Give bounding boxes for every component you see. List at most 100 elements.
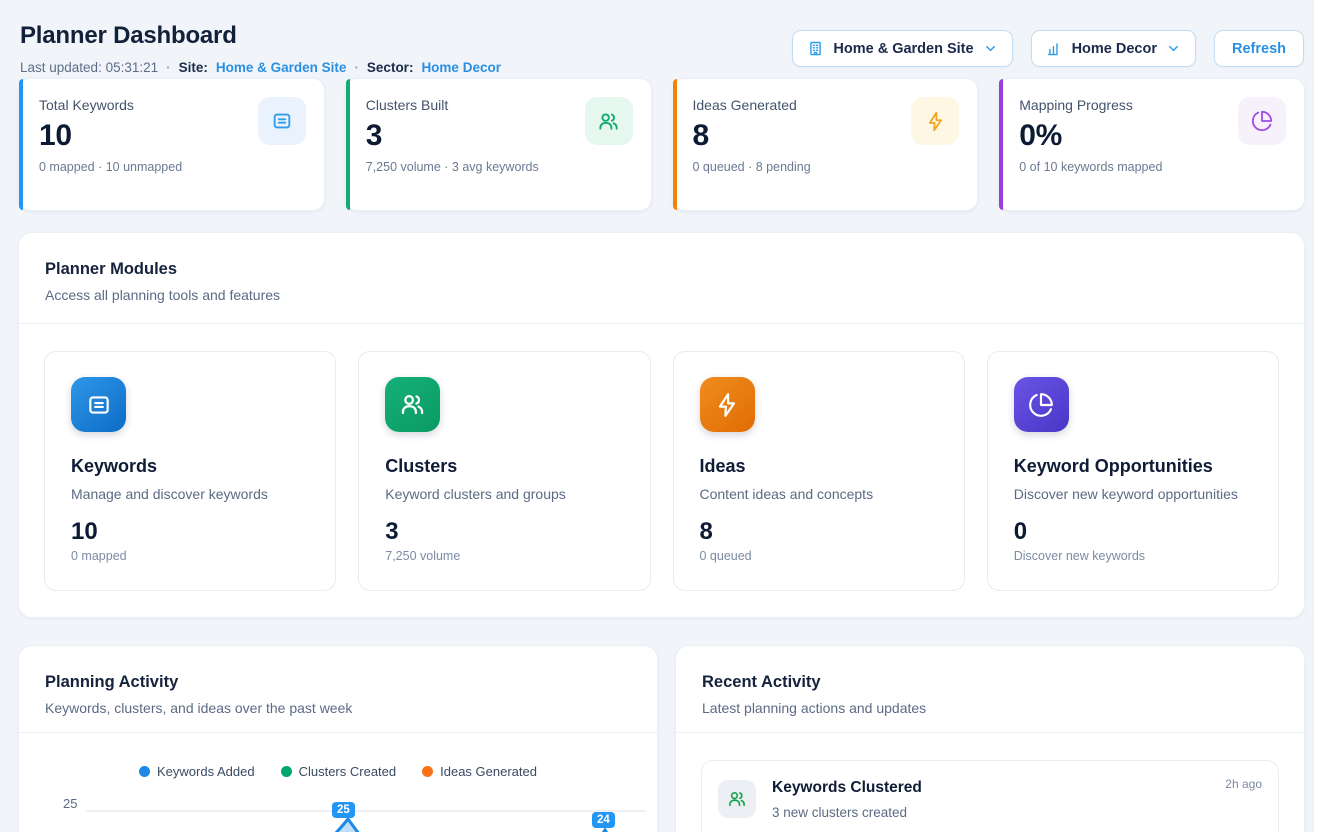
legend-dot-icon bbox=[422, 766, 434, 777]
users-icon bbox=[718, 780, 756, 818]
module-description: Discover new keyword opportunities bbox=[1013, 486, 1238, 502]
panel-subtitle: Latest planning actions and updates bbox=[702, 700, 927, 716]
site-label: Site: bbox=[178, 60, 208, 75]
legend-dot-icon bbox=[280, 766, 292, 777]
stat-label: Total Keywords bbox=[39, 97, 134, 113]
planner-modules-panel: Planner Modules Access all planning tool… bbox=[18, 232, 1305, 618]
panel-subtitle: Access all planning tools and features bbox=[45, 287, 281, 303]
area-chart: 25 24 bbox=[86, 785, 646, 832]
module-stat: 10 bbox=[71, 518, 98, 545]
module-description: Keyword clusters and groups bbox=[385, 486, 566, 502]
legend-label: Keywords Added bbox=[157, 764, 255, 779]
data-point-label: 25 bbox=[332, 802, 355, 818]
sector-selector-value: Home Decor bbox=[1071, 40, 1157, 57]
panel-header: Recent Activity Latest planning actions … bbox=[676, 646, 1304, 716]
activity-list-item: Keywords Clustered 3 new clusters create… bbox=[701, 760, 1279, 832]
legend-item-ideas-generated: Ideas Generated bbox=[422, 764, 537, 779]
sector-label: Sector: bbox=[366, 60, 414, 75]
stat-card-ideas-generated: Ideas Generated 8 0 queued · 8 pending bbox=[671, 78, 979, 211]
activity-title: Keywords Clustered bbox=[772, 779, 922, 796]
users-icon bbox=[385, 377, 441, 432]
pie-chart-icon bbox=[1013, 377, 1069, 432]
refresh-button[interactable]: Refresh bbox=[1214, 30, 1304, 67]
chart-legend: Keywords Added Clusters Created Ideas Ge… bbox=[19, 764, 657, 779]
divider bbox=[19, 323, 1304, 324]
keywords-added-area-series bbox=[86, 810, 646, 832]
stat-value: 8 bbox=[692, 119, 710, 152]
module-stat: 3 bbox=[385, 518, 399, 545]
activity-description: 3 new clusters created bbox=[772, 805, 908, 820]
chevron-down-icon bbox=[1166, 41, 1181, 56]
legend-item-clusters-created: Clusters Created bbox=[280, 764, 397, 779]
module-stat-label: 0 queued bbox=[699, 549, 752, 563]
y-axis-tick-25: 25 bbox=[63, 796, 78, 811]
refresh-button-label: Refresh bbox=[1232, 40, 1286, 57]
stat-label: Clusters Built bbox=[365, 97, 449, 113]
legend-label: Ideas Generated bbox=[440, 764, 537, 779]
planning-activity-panel: Planning Activity Keywords, clusters, an… bbox=[18, 645, 658, 832]
sector-link[interactable]: Home Decor bbox=[421, 60, 501, 75]
separator-dot: · bbox=[166, 60, 171, 75]
activity-timestamp: 2h ago bbox=[1225, 777, 1262, 791]
stat-label: Ideas Generated bbox=[692, 97, 797, 113]
last-updated-text: Last updated: 05:31:21 bbox=[20, 60, 159, 75]
legend-dot-icon bbox=[139, 766, 150, 777]
site-selector-dropdown[interactable]: Home & Garden Site bbox=[792, 30, 1013, 67]
module-stat: 8 bbox=[699, 518, 713, 545]
document-icon bbox=[71, 377, 126, 432]
vertical-scrollbar[interactable] bbox=[1313, 0, 1321, 832]
separator-dot: · bbox=[354, 60, 359, 75]
users-icon bbox=[584, 97, 633, 145]
stat-detail: 7,250 volume · 3 avg keywords bbox=[365, 160, 539, 174]
module-card-keyword-opportunities[interactable]: Keyword Opportunities Discover new keywo… bbox=[986, 351, 1279, 591]
stat-detail: 0 mapped · 10 unmapped bbox=[39, 160, 183, 174]
bar-chart-icon bbox=[1046, 40, 1063, 57]
stat-card-total-keywords: Total Keywords 10 0 mapped · 10 unmapped bbox=[18, 78, 325, 211]
sector-selector-dropdown[interactable]: Home Decor bbox=[1030, 30, 1196, 67]
legend-label: Clusters Created bbox=[298, 764, 397, 779]
module-title: Keywords bbox=[71, 456, 158, 476]
module-stat-label: 7,250 volume bbox=[385, 549, 461, 563]
page-title: Planner Dashboard bbox=[20, 22, 237, 49]
stat-detail: 0 queued · 8 pending bbox=[692, 160, 811, 174]
stat-value: 0% bbox=[1019, 119, 1063, 152]
bolt-icon bbox=[911, 97, 960, 145]
module-card-clusters[interactable]: Clusters Keyword clusters and groups 3 7… bbox=[358, 351, 651, 591]
panel-header: Planning Activity Keywords, clusters, an… bbox=[19, 646, 657, 716]
legend-item-keywords-added: Keywords Added bbox=[139, 764, 255, 779]
modules-grid: Keywords Manage and discover keywords 10… bbox=[19, 324, 1304, 618]
panel-header: Planner Modules Access all planning tool… bbox=[19, 233, 1304, 303]
document-icon bbox=[257, 97, 306, 145]
header-meta: Last updated: 05:31:21 · Site: Home & Ga… bbox=[20, 60, 501, 75]
building-icon bbox=[807, 40, 824, 57]
module-card-ideas[interactable]: Ideas Content ideas and concepts 8 0 que… bbox=[672, 351, 965, 591]
module-stat-label: 0 mapped bbox=[71, 549, 127, 563]
recent-activity-panel: Recent Activity Latest planning actions … bbox=[675, 645, 1305, 832]
toolbar: Home & Garden Site Home Decor Refresh bbox=[792, 30, 1304, 67]
data-point-label: 24 bbox=[592, 812, 615, 828]
module-description: Manage and discover keywords bbox=[71, 486, 268, 502]
bottom-row: Planning Activity Keywords, clusters, an… bbox=[18, 645, 1305, 832]
stat-card-clusters-built: Clusters Built 3 7,250 volume · 3 avg ke… bbox=[344, 78, 652, 211]
module-stat: 0 bbox=[1013, 518, 1028, 545]
module-title: Clusters bbox=[385, 456, 458, 476]
site-selector-value: Home & Garden Site bbox=[833, 40, 974, 57]
divider bbox=[19, 732, 657, 733]
module-stat-label: Discover new keywords bbox=[1013, 549, 1146, 563]
stat-label: Mapping Progress bbox=[1019, 97, 1133, 113]
module-description: Content ideas and concepts bbox=[699, 486, 874, 502]
stat-cards-row: Total Keywords 10 0 mapped · 10 unmapped… bbox=[18, 78, 1305, 211]
stat-value: 10 bbox=[39, 119, 72, 152]
panel-title: Recent Activity bbox=[702, 673, 821, 691]
module-title: Ideas bbox=[699, 456, 746, 476]
panel-subtitle: Keywords, clusters, and ideas over the p… bbox=[45, 700, 353, 716]
stat-detail: 0 of 10 keywords mapped bbox=[1019, 160, 1163, 174]
stat-value: 3 bbox=[365, 119, 383, 152]
panel-title: Planning Activity bbox=[45, 673, 179, 691]
divider bbox=[676, 732, 1304, 733]
module-title: Keyword Opportunities bbox=[1013, 456, 1213, 476]
module-card-keywords[interactable]: Keywords Manage and discover keywords 10… bbox=[44, 351, 337, 591]
stat-card-mapping-progress: Mapping Progress 0% 0 of 10 keywords map… bbox=[998, 78, 1305, 211]
site-link[interactable]: Home & Garden Site bbox=[215, 60, 347, 75]
